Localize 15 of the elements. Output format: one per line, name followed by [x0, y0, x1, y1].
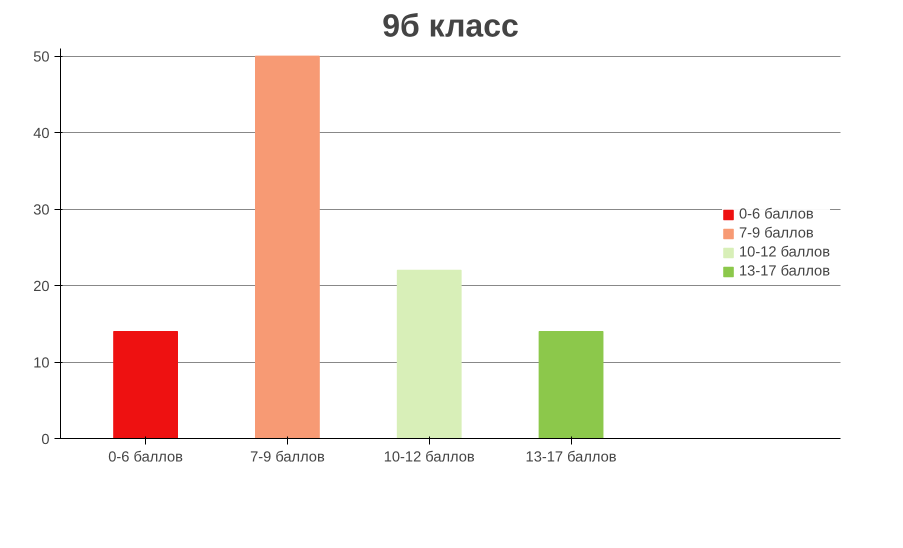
legend-label: 7-9 баллов [739, 226, 814, 242]
x-tick-label: 10-12 баллов [384, 450, 475, 466]
y-tick-label: 40 [33, 126, 50, 142]
y-tick-label: 10 [33, 356, 50, 372]
y-tick-label: 0 [41, 432, 50, 448]
legend-label: 0-6 баллов [739, 206, 814, 222]
x-tick-label: 0-6 баллов [108, 450, 184, 466]
chart-title: 9б класс [382, 8, 519, 44]
x-tick-label: 7-9 баллов [250, 450, 325, 466]
y-tick-label: 20 [33, 279, 50, 296]
x-tick-label: 13-17 баллов [526, 450, 617, 466]
legend-label: 13-17 баллов [739, 264, 830, 280]
y-tick-label: 50 [33, 50, 50, 66]
legend-label: 10-12 баллов [739, 244, 830, 260]
y-tick-label: 30 [33, 202, 50, 219]
